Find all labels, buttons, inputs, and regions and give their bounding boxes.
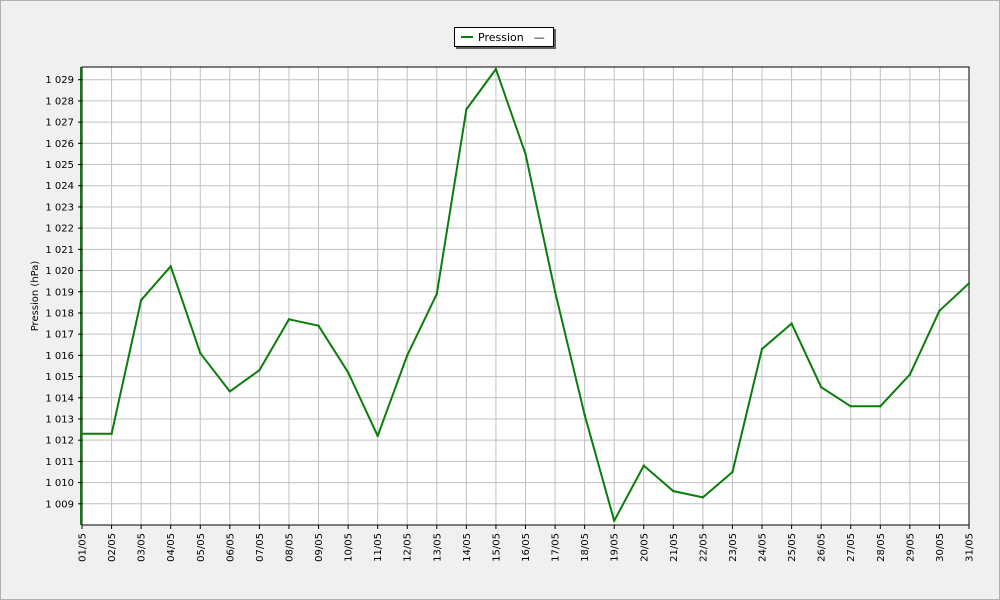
data-point xyxy=(287,318,291,321)
data-point xyxy=(879,405,882,408)
data-point xyxy=(346,371,350,374)
x-tick-label: 02/05 xyxy=(107,533,118,562)
legend-line-swatch xyxy=(461,36,473,38)
x-tick-label: 23/05 xyxy=(728,533,739,562)
x-tick-label: 08/05 xyxy=(284,533,295,562)
x-tick-label: 24/05 xyxy=(758,533,769,562)
data-point xyxy=(849,405,852,408)
x-tick-label: 04/05 xyxy=(166,533,177,562)
x-tick-label: 17/05 xyxy=(551,533,562,562)
data-point xyxy=(494,67,498,71)
y-axis-label: Pression (hPa) xyxy=(30,261,41,332)
y-tick-label: 1 019 xyxy=(45,287,74,298)
y-tick-label: 1 017 xyxy=(45,330,74,341)
x-tick-labels: 01/05 02/05 03/05 04/05 05/05 06/05 07/05 08/05… xyxy=(78,525,976,562)
chart-legend: Pression — xyxy=(454,27,554,47)
x-tick-label: 07/05 xyxy=(255,533,266,562)
data-point xyxy=(553,290,557,293)
data-point xyxy=(938,309,941,313)
data-point xyxy=(908,373,912,376)
data-point xyxy=(258,369,261,372)
y-tick-label: 1 016 xyxy=(45,351,74,362)
data-point xyxy=(199,352,202,355)
x-tick-label: 10/05 xyxy=(344,533,355,562)
data-point xyxy=(819,385,823,389)
x-tick-label: 22/05 xyxy=(698,533,709,562)
grid-lines xyxy=(81,67,970,525)
x-tick-label: 25/05 xyxy=(787,533,798,562)
legend-series-label: Pression xyxy=(478,30,524,44)
y-tick-label: 1 025 xyxy=(45,160,74,171)
x-tick-label: 16/05 xyxy=(521,533,532,562)
x-tick-label: 01/05 xyxy=(78,533,89,562)
y-tick-label: 1 022 xyxy=(45,224,74,235)
y-tick-label: 1 009 xyxy=(45,499,74,510)
x-tick-label: 29/05 xyxy=(905,533,916,562)
data-point xyxy=(731,470,734,474)
data-point xyxy=(435,292,438,296)
x-tick-label: 18/05 xyxy=(580,533,591,562)
y-tick-label: 1 024 xyxy=(45,181,74,192)
y-tick-label: 1 020 xyxy=(45,266,74,277)
legend-marker: — xyxy=(533,30,545,44)
data-point xyxy=(406,354,409,357)
x-tick-label: 13/05 xyxy=(432,533,443,562)
data-point xyxy=(967,282,971,285)
x-tick-label: 11/05 xyxy=(373,533,384,562)
data-point xyxy=(139,299,143,302)
data-point xyxy=(228,390,232,393)
x-tick-label: 31/05 xyxy=(965,533,976,562)
x-tick-label: 14/05 xyxy=(462,533,473,562)
data-point xyxy=(701,496,705,499)
data-point xyxy=(613,519,616,522)
x-tick-label: 28/05 xyxy=(876,533,887,562)
x-tick-label: 15/05 xyxy=(491,533,502,562)
y-tick-label: 1 010 xyxy=(45,478,74,489)
data-point xyxy=(376,434,379,438)
y-tick-label: 1 014 xyxy=(45,393,74,404)
y-tick-label: 1 026 xyxy=(45,139,74,150)
x-tick-label: 27/05 xyxy=(846,533,857,562)
y-tick-label: 1 021 xyxy=(45,245,74,256)
data-point xyxy=(169,265,172,268)
data-point xyxy=(110,432,113,436)
x-tick-label: 09/05 xyxy=(314,533,325,562)
y-tick-labels: 1 009 1 010 1 011 1 012 1 013 1 014 1 015 1 016… xyxy=(45,75,82,510)
y-tick-label: 1 011 xyxy=(45,457,74,468)
x-tick-label: 30/05 xyxy=(935,533,946,562)
data-point xyxy=(524,152,527,156)
y-tick-label: 1 012 xyxy=(45,436,74,447)
data-point xyxy=(760,347,764,351)
data-point xyxy=(583,413,586,416)
data-point xyxy=(642,464,645,467)
x-tick-label: 06/05 xyxy=(225,533,236,562)
x-tick-label: 03/05 xyxy=(137,533,148,562)
y-tick-label: 1 018 xyxy=(45,308,74,319)
x-tick-label: 19/05 xyxy=(610,533,621,562)
y-tick-label: 1 028 xyxy=(45,96,74,107)
data-point xyxy=(317,324,320,327)
data-point xyxy=(80,432,84,436)
y-tick-label: 1 023 xyxy=(45,202,74,213)
y-tick-label: 1 029 xyxy=(45,75,74,86)
x-tick-label: 20/05 xyxy=(639,533,650,562)
x-tick-label: 26/05 xyxy=(817,533,828,562)
y-tick-label: 1 015 xyxy=(45,372,74,383)
x-tick-label: 21/05 xyxy=(669,533,680,562)
data-point xyxy=(672,489,675,493)
series-group xyxy=(80,67,971,522)
data-point xyxy=(790,322,793,325)
y-tick-label: 1 013 xyxy=(45,414,74,425)
data-point xyxy=(465,108,468,111)
x-tick-label: 12/05 xyxy=(403,533,414,562)
y-tick-label: 1 027 xyxy=(45,118,74,129)
x-tick-label: 05/05 xyxy=(196,533,207,562)
